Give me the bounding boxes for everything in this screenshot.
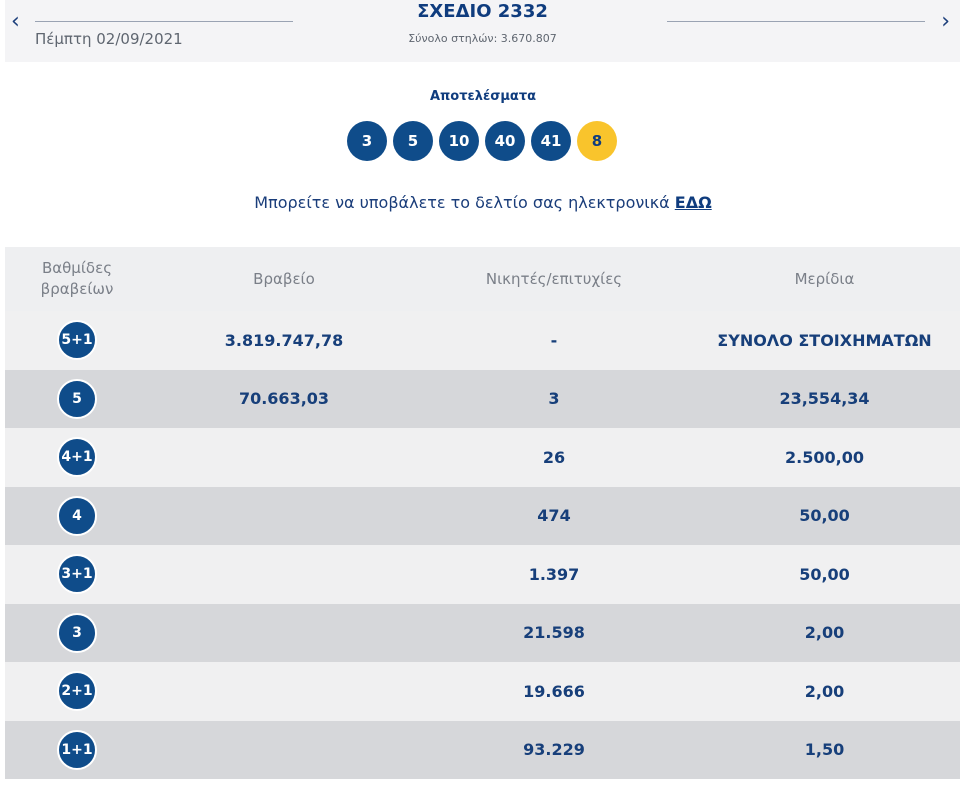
table-row: 2+1 19.666 2,00 [5, 662, 960, 721]
winners-cell: 19.666 [523, 681, 585, 701]
tier-badge: 1+1 [57, 729, 97, 770]
dividend-cell: 23,554,34 [779, 389, 870, 409]
results-label: Αποτελέσματα [429, 89, 537, 104]
header-winners: Νικητές/επιτυχίες [485, 269, 623, 288]
total-columns: Σύνολο στηλών: 3.670.807 [408, 32, 557, 45]
tier-badge: 5+1 [57, 320, 97, 361]
winners-cell: 3 [548, 389, 560, 409]
table-row: 4 474 50,00 [5, 486, 960, 545]
divider-right [667, 21, 925, 22]
table-header: Βαθμίδες βραβείων Βραβείο Νικητές/επιτυχ… [5, 247, 960, 311]
submit-text: Μπορείτε να υποβάλετε το δελτίο σας ηλεκ… [254, 193, 670, 212]
draw-title: ΣΧΕΔΙΟ 2332 [417, 1, 548, 22]
prize-table: Βαθμίδες βραβείων Βραβείο Νικητές/επιτυχ… [5, 247, 960, 779]
table-row: 1+1 93.229 1,50 [5, 720, 960, 779]
tier-badge: 3+1 [57, 554, 97, 595]
dividend-cell: 1,50 [804, 740, 845, 760]
dividend-cell: 2.500,00 [785, 447, 864, 467]
header-dividend: Μερίδια [794, 269, 855, 288]
chevron-left-icon[interactable]: ‹ [11, 9, 20, 34]
submit-ticket-line: Μπορείτε να υποβάλετε το δελτίο σας ηλεκ… [0, 193, 966, 212]
winners-cell: 1.397 [528, 564, 580, 584]
header-tiers: Βαθμίδες βραβείων [40, 259, 114, 298]
joker-ball: 8 [577, 121, 617, 161]
table-row: 3 21.598 2,00 [5, 603, 960, 662]
winners-cell: 93.229 [523, 740, 585, 760]
draw-header: ‹ Πέμπτη 02/09/2021 ΣΧΕΔΙΟ 2332 Σύνολο σ… [5, 0, 960, 62]
divider-left [35, 21, 293, 22]
tier-badge: 4 [57, 495, 97, 536]
winners-cell: - [550, 330, 558, 350]
tier-badge: 4+1 [57, 437, 97, 478]
number-ball: 10 [439, 121, 479, 161]
tier-badge: 5 [57, 378, 97, 419]
dividend-cell: ΣΥΝΟΛΟ ΣΤΟΙΧΗΜΑΤΩΝ [717, 330, 932, 350]
prize-cell: 3.819.747,78 [224, 330, 344, 350]
winners-cell: 474 [537, 506, 571, 526]
dividend-cell: 2,00 [804, 623, 845, 643]
dividend-cell: 50,00 [799, 506, 850, 526]
number-ball: 5 [393, 121, 433, 161]
number-ball: 3 [347, 121, 387, 161]
dividend-cell: 50,00 [799, 564, 850, 584]
table-row: 4+1 26 2.500,00 [5, 428, 960, 487]
table-row: 5+1 3.819.747,78 - ΣΥΝΟΛΟ ΣΤΟΙΧΗΜΑΤΩΝ [5, 311, 960, 370]
tier-badge: 3 [57, 612, 97, 653]
draw-date: Πέμπτη 02/09/2021 [35, 30, 183, 48]
number-ball: 41 [531, 121, 571, 161]
winners-cell: 21.598 [523, 623, 585, 643]
dividend-cell: 2,00 [804, 681, 845, 701]
winning-numbers: 3 5 10 40 41 8 [347, 121, 617, 161]
chevron-right-icon[interactable]: › [941, 9, 950, 34]
table-row: 3+1 1.397 50,00 [5, 545, 960, 604]
tier-badge: 2+1 [57, 671, 97, 712]
number-ball: 40 [485, 121, 525, 161]
header-prize: Βραβείο [253, 269, 315, 288]
table-row: 5 70.663,03 3 23,554,34 [5, 369, 960, 428]
prize-cell: 70.663,03 [238, 389, 330, 409]
submit-link[interactable]: ΕΔΩ [674, 193, 712, 212]
winners-cell: 26 [542, 447, 566, 467]
